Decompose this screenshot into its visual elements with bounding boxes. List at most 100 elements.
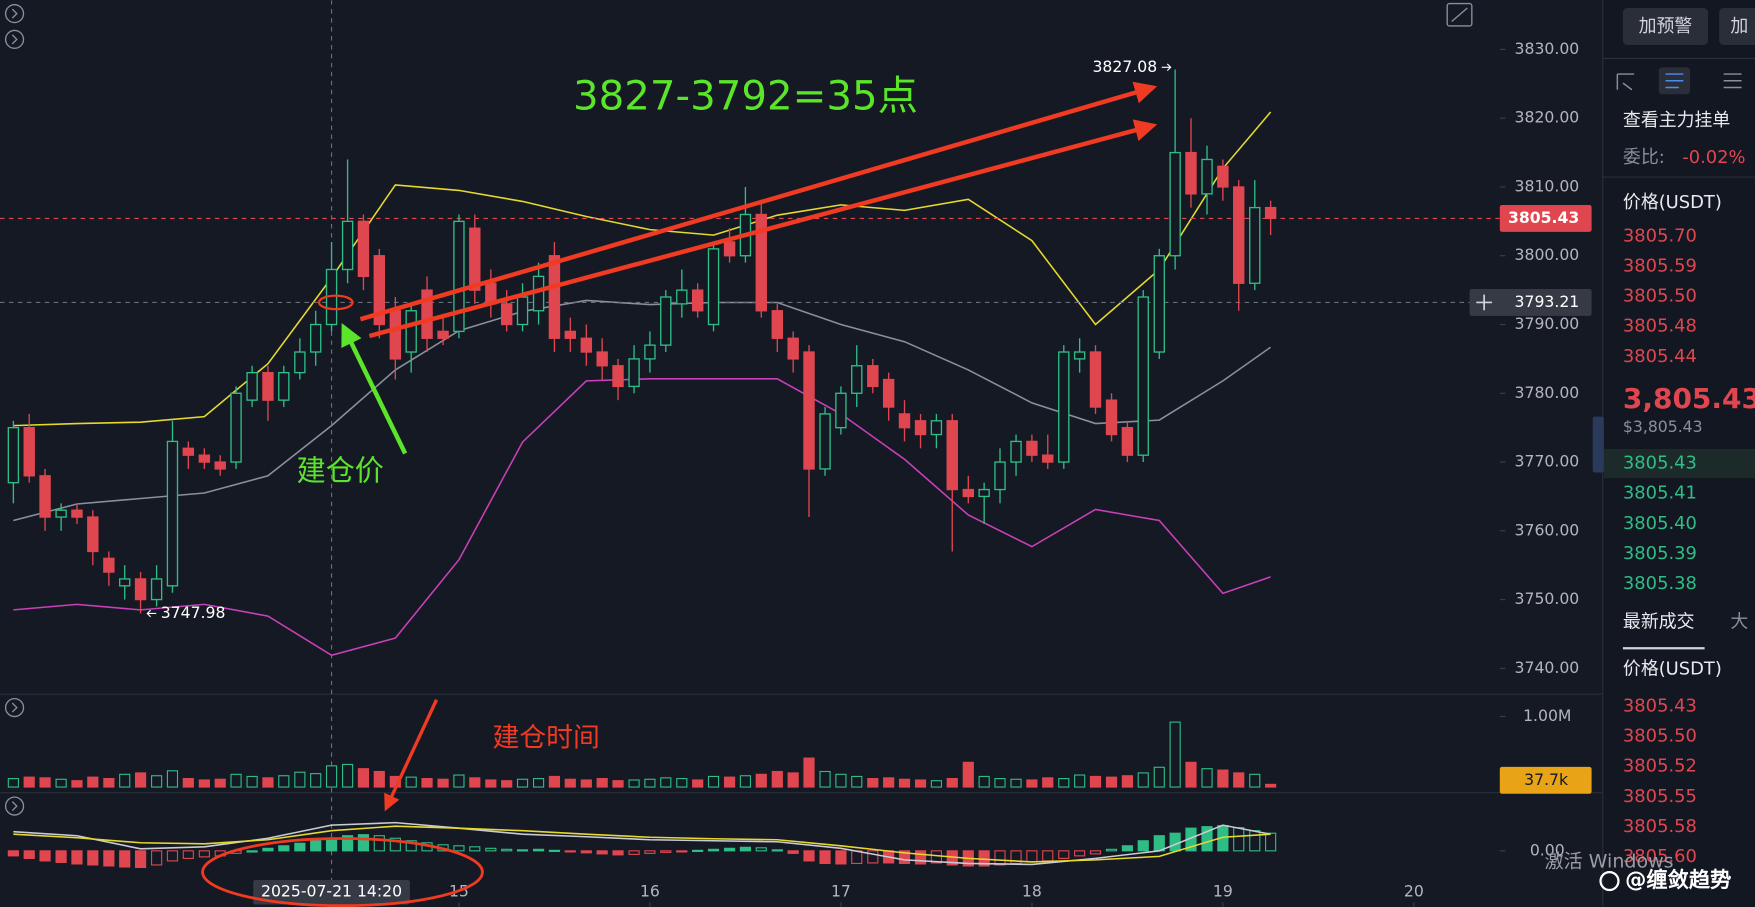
candle-body: [1169, 151, 1181, 257]
volume-bar: [548, 775, 561, 788]
candle-body: [23, 426, 35, 477]
y-tick-label: 3790.00: [1515, 314, 1580, 333]
volume-bar: [612, 780, 624, 788]
band-line: [13, 378, 1271, 657]
candle-body: [1105, 399, 1118, 436]
volume-bar: [787, 772, 799, 788]
volume-bar: [262, 777, 274, 788]
volume-bar: [1265, 783, 1277, 788]
macd-bar: [1058, 850, 1070, 859]
volume-bar: [867, 778, 879, 788]
macd-bar: [262, 847, 274, 852]
toolbar-icons[interactable]: [1616, 67, 1742, 95]
tab[interactable]: 最新成交: [1623, 612, 1695, 633]
macd-bar: [898, 850, 911, 864]
candle-body: [962, 488, 975, 498]
candle-body: [787, 337, 799, 360]
volume-bar: [166, 770, 179, 788]
button[interactable]: [1622, 8, 1708, 45]
macd-bar: [1105, 848, 1118, 852]
macd-bar: [930, 850, 942, 864]
macd-bar: [7, 850, 19, 857]
order-price: 3805.40: [1623, 513, 1697, 534]
panel-icons[interactable]: [4, 2, 1473, 816]
macd-bar: [87, 850, 99, 866]
macd-bar: [182, 850, 194, 859]
candle-body: [1073, 351, 1086, 360]
candle-body: [771, 310, 784, 339]
macd-bar: [341, 835, 354, 852]
volume-bar: [723, 776, 736, 788]
macd-bar: [1169, 832, 1181, 852]
watermark-icon: [1599, 870, 1620, 892]
volume-bar: [644, 778, 656, 788]
axes: 3830.00 3820.00 3810.00 3800.00 3790.00 3780.…: [253, 39, 1592, 907]
candle-body: [453, 220, 465, 333]
candle-body: [71, 509, 83, 518]
max-label: 3827.08: [1092, 57, 1157, 76]
min-arrow: [146, 609, 157, 618]
volume-bar: [930, 780, 942, 788]
x-tick-label: 18: [1022, 882, 1042, 901]
candle-body: [166, 440, 179, 587]
macd-bar: [771, 849, 783, 852]
macd-bar: [851, 850, 863, 864]
candle-body: [214, 461, 226, 470]
macd-bar: [389, 837, 401, 852]
candle-body: [389, 310, 402, 360]
volume-bar: [134, 772, 147, 788]
volume-bar: [501, 780, 513, 788]
x-tick-label: 19: [1213, 882, 1233, 901]
candle-body: [596, 351, 608, 367]
macd-bar: [1042, 850, 1054, 862]
max-arrow: [1161, 63, 1172, 72]
watermark: 激活 Windows: [1545, 851, 1674, 873]
candle-body: [1201, 158, 1213, 195]
volume-bar: [294, 771, 306, 788]
macd-bar: [71, 850, 83, 865]
macd-bar: [676, 850, 688, 853]
order-price: 3805.60: [1623, 846, 1697, 867]
volume-bar: [103, 778, 115, 788]
macd-bar: [103, 850, 115, 867]
candle-body: [1185, 151, 1197, 195]
macd-bar: [294, 842, 306, 852]
order-price: 3805.43: [1623, 453, 1697, 474]
candle-body: [723, 241, 736, 257]
tab[interactable]: 大: [1730, 612, 1748, 633]
order-price: 3805.50: [1623, 286, 1697, 307]
order-price: 3805.52: [1623, 756, 1697, 777]
volume-bar: [278, 775, 290, 788]
button[interactable]: [1719, 8, 1755, 45]
volume-bar: [485, 779, 497, 788]
volume-bar: [739, 775, 752, 788]
button-label[interactable]: 加预警: [1639, 16, 1693, 37]
candle-body: [1233, 186, 1245, 284]
volume-bar: [1026, 779, 1038, 788]
section-title[interactable]: 查看主力挂单: [1623, 110, 1730, 131]
red-arrow: [368, 119, 1158, 339]
volume-bar: [883, 777, 895, 788]
volume-bar: [516, 778, 529, 788]
candle-body: [994, 461, 1006, 491]
button-label[interactable]: 加: [1730, 16, 1748, 37]
volume-bar: [55, 778, 67, 788]
macd-bar: [867, 850, 879, 864]
order-price: 3805.50: [1623, 726, 1697, 747]
macd-bar: [373, 835, 385, 852]
candle-body: [867, 365, 879, 388]
volume-bar: [325, 765, 338, 788]
macd-bar: [532, 848, 545, 852]
volume-bar: [7, 778, 19, 788]
candle-body: [1042, 454, 1054, 463]
volume-bar: [898, 778, 911, 788]
candle-body: [469, 227, 481, 291]
candle-body: [309, 323, 322, 353]
macd-bar: [692, 849, 704, 853]
candle-body: [405, 310, 417, 353]
volume-bar: [39, 777, 51, 788]
macd-bar: [23, 850, 35, 859]
candle-body: [119, 578, 131, 587]
collapse-handle[interactable]: [1592, 416, 1604, 473]
